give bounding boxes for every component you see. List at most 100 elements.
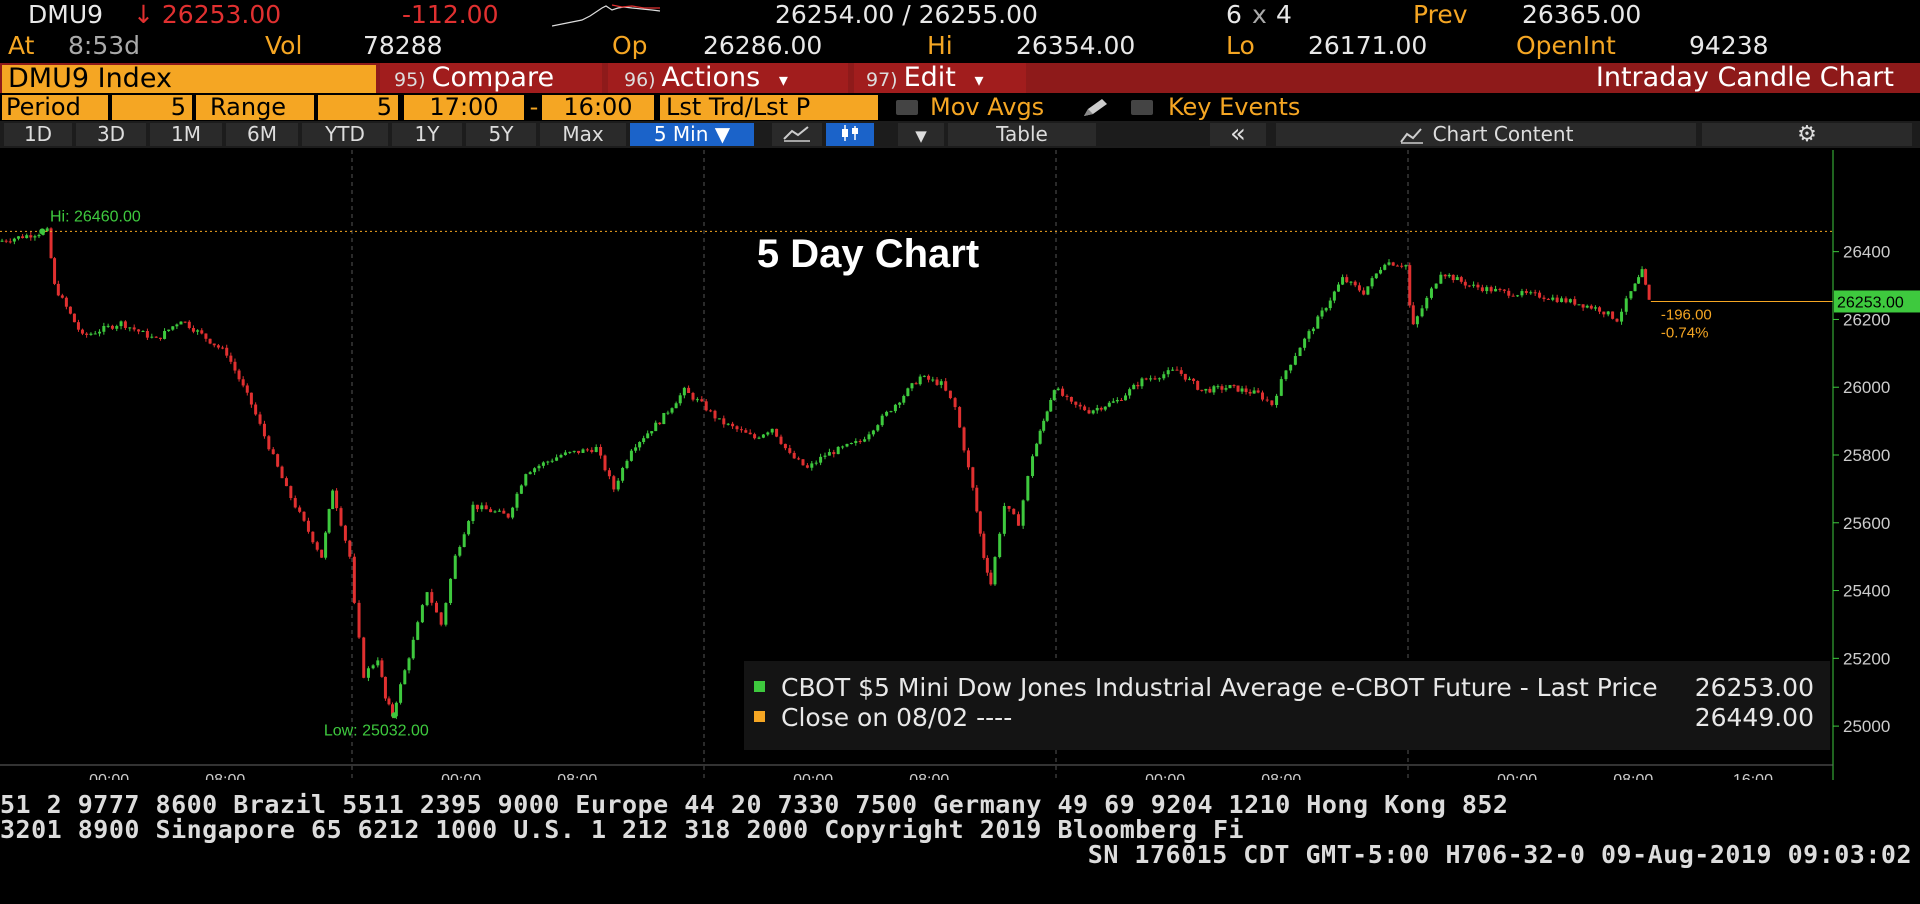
line-chart-toggle[interactable] xyxy=(772,123,822,146)
interval-dropdown[interactable]: 5 Min ▼ xyxy=(630,123,754,146)
candle-body xyxy=(267,436,271,450)
candle-body xyxy=(497,510,501,512)
candle-body xyxy=(805,465,809,468)
start-time-field[interactable]: 17:00 xyxy=(404,95,524,120)
candle-body xyxy=(271,449,275,455)
pencil-icon[interactable] xyxy=(1080,97,1110,123)
candle-body xyxy=(1415,316,1419,325)
trade-type-field[interactable]: Lst Trd/Lst P xyxy=(660,95,878,120)
candle-body xyxy=(399,684,403,703)
range-button-5y[interactable]: 5Y xyxy=(466,123,536,146)
candle-body xyxy=(1568,299,1572,303)
candle-body xyxy=(489,509,493,513)
candle-body xyxy=(45,228,49,232)
candle-body xyxy=(306,520,310,532)
candle-body xyxy=(145,331,149,338)
candle-body xyxy=(390,704,394,717)
candle-body xyxy=(1140,378,1144,387)
range-button-1m[interactable]: 1M xyxy=(150,123,222,146)
candle-body xyxy=(519,485,523,494)
candle-body xyxy=(1341,277,1345,285)
candle-body xyxy=(1328,300,1332,309)
last-price-label: 26253.00 xyxy=(1837,294,1904,311)
candle-body xyxy=(927,375,931,380)
mov-avgs-label: Mov Avgs xyxy=(930,93,1045,121)
candle-body xyxy=(971,467,975,488)
candle-body xyxy=(832,452,836,455)
candle-body xyxy=(241,379,245,386)
candlestick-chart[interactable]: Hi: 26460.00 Low: 25032.00 26253.00 -196.00… xyxy=(0,150,1920,780)
candle-body xyxy=(1349,281,1353,283)
range-button-6m[interactable]: 6M xyxy=(226,123,298,146)
range-button-1y[interactable]: 1Y xyxy=(392,123,462,146)
chart-style-dropdown[interactable]: ▼ xyxy=(898,123,944,146)
period-value[interactable]: 5 xyxy=(112,95,192,120)
candle-body xyxy=(1573,299,1577,305)
prev-value: 26365.00 xyxy=(1522,0,1642,29)
candle-body xyxy=(739,429,743,431)
candle-body xyxy=(1045,411,1049,421)
candle-body xyxy=(975,487,979,512)
candle-body xyxy=(1320,310,1324,317)
candle-body xyxy=(1026,476,1030,501)
candle-body xyxy=(1052,390,1056,401)
edit-menu[interactable]: 97) Edit ▾ xyxy=(854,63,1026,93)
candle-body xyxy=(76,322,80,330)
candle-body xyxy=(1157,378,1161,380)
candle-body xyxy=(654,422,658,432)
collapse-panel-icon[interactable]: « xyxy=(1210,121,1266,147)
chart-content-label: Chart Content xyxy=(1432,122,1574,146)
candle-body xyxy=(1119,399,1123,401)
candle-body xyxy=(735,426,739,430)
candle-body xyxy=(327,509,331,533)
candle-body xyxy=(453,555,457,579)
candle-body xyxy=(1640,269,1644,278)
candle-body xyxy=(132,327,136,330)
compare-label: Compare xyxy=(431,62,555,93)
settings-gear-icon[interactable]: ⚙ xyxy=(1702,123,1912,146)
mov-avgs-checkbox[interactable] xyxy=(896,100,918,115)
range-value[interactable]: 5 xyxy=(318,95,398,120)
range-button-max[interactable]: Max xyxy=(540,123,626,146)
low-label: Low: 25032.00 xyxy=(324,722,429,739)
candle-body xyxy=(150,336,154,338)
chart-overlays: Hi: 26460.00 Low: 25032.00 26253.00 -196.00… xyxy=(0,208,1920,739)
candle-body xyxy=(85,333,89,335)
candle-body xyxy=(1316,316,1320,329)
compare-menu[interactable]: 95) Compare xyxy=(380,63,602,93)
candle-body xyxy=(823,455,827,457)
candle-body xyxy=(339,508,343,526)
candle-body xyxy=(958,407,962,428)
time-value: 8:53d xyxy=(68,31,141,60)
key-events-checkbox[interactable] xyxy=(1131,100,1153,115)
range-button-3d[interactable]: 3D xyxy=(76,123,146,146)
table-button[interactable]: Table xyxy=(948,123,1096,146)
candle-body xyxy=(502,510,506,514)
candle-body xyxy=(978,511,982,534)
candle-body xyxy=(1212,386,1216,393)
actions-menu[interactable]: 96) Actions ▾ xyxy=(608,63,848,93)
candle-body xyxy=(585,449,589,451)
candle-body xyxy=(515,493,519,508)
candle-body xyxy=(371,665,375,669)
candle-body xyxy=(407,658,411,671)
range-button-1d[interactable]: 1D xyxy=(4,123,72,146)
candle-body xyxy=(819,456,823,463)
candle-body xyxy=(836,446,840,455)
candle-body xyxy=(1279,379,1283,396)
candle-body xyxy=(993,557,997,585)
candle-body xyxy=(638,442,642,448)
candle-body xyxy=(1074,401,1078,405)
candle-chart-toggle[interactable] xyxy=(826,123,874,146)
candle-body xyxy=(1265,399,1269,401)
candle-body xyxy=(1124,395,1128,401)
candle-body xyxy=(666,412,670,414)
end-time-field[interactable]: 16:00 xyxy=(542,95,654,120)
legend-close-value: 26449.00 xyxy=(1694,703,1814,732)
candle-body xyxy=(612,476,616,490)
range-button-ytd[interactable]: YTD xyxy=(302,123,388,146)
candle-body xyxy=(1529,292,1533,294)
chart-content-button[interactable]: Chart Content xyxy=(1276,123,1696,146)
candle-body xyxy=(691,392,695,400)
security-field[interactable]: DMU9 Index xyxy=(2,65,376,93)
